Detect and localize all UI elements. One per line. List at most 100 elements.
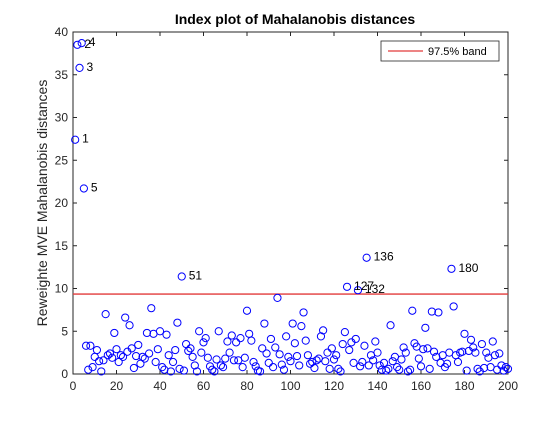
data-point — [479, 363, 489, 373]
data-point — [99, 356, 108, 365]
data-point — [471, 348, 480, 357]
data-point — [208, 365, 217, 374]
data-point — [340, 328, 349, 337]
data-point — [453, 357, 463, 367]
data-point — [473, 364, 482, 373]
data-point — [134, 340, 143, 350]
x-tick-label: 40 — [153, 379, 167, 393]
data-point — [490, 351, 500, 360]
data-point — [84, 365, 93, 374]
data-point — [408, 306, 417, 315]
data-point — [151, 357, 160, 367]
y-axis-label: Reweighte MVE Mahalanobis distances — [34, 80, 50, 327]
data-point — [356, 362, 365, 371]
data-point — [353, 286, 363, 295]
data-point — [443, 359, 452, 368]
data-point — [299, 308, 308, 317]
data-point — [416, 362, 426, 371]
data-point — [319, 326, 328, 335]
data-point — [71, 135, 80, 144]
data-point — [364, 361, 373, 370]
data-point — [192, 367, 202, 376]
data-point — [77, 39, 86, 48]
data-point — [131, 351, 141, 361]
data-point — [292, 351, 302, 361]
point-annotation: 132 — [365, 282, 385, 296]
data-point — [423, 344, 432, 353]
data-point — [212, 355, 221, 364]
data-point — [434, 308, 443, 317]
data-point — [118, 352, 128, 361]
data-point — [216, 361, 225, 370]
data-point — [177, 272, 186, 281]
y-tick-label: 5 — [61, 324, 68, 338]
data-point — [236, 333, 245, 343]
data-point — [260, 319, 269, 328]
data-point — [188, 352, 197, 361]
data-point — [168, 357, 178, 367]
data-point — [184, 346, 193, 356]
data-point — [321, 357, 330, 366]
data-point — [460, 329, 469, 338]
point-annotation: 5 — [91, 180, 98, 194]
data-point — [251, 362, 260, 371]
x-tick-label: 100 — [280, 379, 300, 393]
point-annotation: 136 — [374, 250, 394, 264]
data-point — [225, 348, 234, 357]
data-point — [155, 327, 165, 336]
data-point — [197, 348, 206, 357]
data-point — [129, 363, 138, 373]
data-point — [247, 336, 256, 345]
x-tick-label: 60 — [197, 379, 211, 393]
data-point — [279, 365, 289, 374]
data-point — [242, 306, 252, 315]
data-point — [375, 361, 384, 370]
legend: 97.5% band — [380, 40, 500, 62]
data-point — [240, 353, 249, 362]
data-point — [414, 354, 423, 363]
data-point — [503, 364, 513, 373]
data-point — [301, 336, 310, 345]
data-point — [269, 363, 278, 372]
data-point — [284, 352, 293, 361]
data-point — [249, 357, 258, 367]
data-point — [290, 339, 299, 348]
data-point — [316, 332, 326, 341]
point-annotation: 127 — [354, 279, 374, 293]
data-point — [495, 349, 504, 358]
y-tick-label: 40 — [55, 25, 69, 39]
data-point — [406, 365, 415, 374]
data-point — [223, 337, 232, 346]
data-point — [227, 331, 236, 340]
data-point — [297, 322, 306, 331]
data-point — [303, 351, 312, 360]
x-tick-label: 20 — [110, 379, 124, 393]
data-point — [427, 307, 436, 316]
data-point — [384, 364, 393, 373]
data-point — [462, 366, 471, 375]
data-point — [334, 364, 343, 373]
data-point — [305, 359, 315, 368]
data-point — [399, 343, 408, 352]
data-point — [308, 357, 317, 367]
data-point — [488, 337, 497, 346]
data-point — [179, 366, 189, 375]
data-point — [382, 366, 391, 375]
data-point — [310, 363, 319, 373]
x-tick-label: 180 — [454, 379, 474, 393]
data-point — [199, 338, 208, 347]
data-point — [295, 361, 304, 370]
data-point — [214, 327, 223, 336]
data-point — [173, 318, 182, 327]
data-point — [332, 351, 341, 360]
y-tick-label: 25 — [55, 153, 69, 167]
data-point — [466, 335, 476, 344]
data-point — [282, 332, 291, 341]
point-annotation: 2 — [84, 37, 91, 51]
data-point — [110, 328, 119, 338]
point-annotation: 4 — [89, 35, 96, 49]
data-point — [75, 63, 84, 73]
y-tick-label: 15 — [55, 239, 69, 253]
y-tick-label: 35 — [55, 68, 69, 82]
